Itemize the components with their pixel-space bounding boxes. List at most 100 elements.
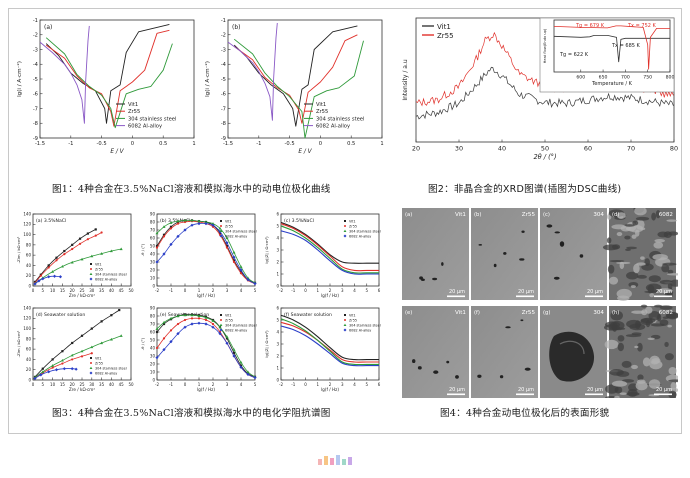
y-tick-label: -7 (33, 106, 38, 112)
corrosion-texture (631, 364, 638, 370)
y-tick-label: 5 (276, 223, 279, 228)
data-point (239, 270, 243, 273)
data-point (176, 234, 180, 238)
corrosion-texture (664, 353, 674, 361)
data-point (197, 321, 201, 325)
y-tick-label: 2 (276, 353, 279, 358)
x-axis-label: Zre / kΩ·cm² (69, 293, 95, 298)
pit-spot (520, 319, 524, 322)
data-point (55, 256, 58, 259)
sem-alloy-label: Zr55 (522, 212, 536, 218)
data-point (90, 352, 93, 355)
corrosion-texture (649, 293, 655, 298)
corrosion-texture (626, 319, 642, 329)
fit-line (280, 221, 379, 264)
fit-line (280, 223, 379, 272)
data-point (80, 334, 84, 337)
x-axis-label: Zre / kΩ·cm² (69, 387, 95, 392)
corrosion-texture (612, 244, 621, 250)
corrosion-texture (653, 241, 664, 249)
corrosion-texture (625, 248, 631, 251)
decor-bar (342, 459, 346, 465)
x-tick-label: 80 (670, 144, 678, 152)
legend-marker (343, 234, 347, 238)
x-tick-label: -1 (256, 141, 261, 147)
x-tick-label: 3 (226, 382, 229, 387)
x-tick-label: 60 (584, 144, 592, 152)
data-point (63, 253, 66, 256)
sem-tag: (a) (405, 212, 412, 218)
corrosion-texture (610, 310, 623, 321)
corrosion-texture (642, 357, 651, 367)
sem-scale-label: 20 μm (656, 387, 672, 393)
data-point (70, 260, 74, 264)
x-tick-label: 0 (32, 288, 35, 293)
data-point (63, 249, 66, 253)
data-point (78, 237, 82, 240)
corrosion-texture (645, 306, 653, 314)
series-line (233, 38, 364, 139)
data-point (183, 218, 187, 222)
data-point (225, 244, 229, 248)
corrosion-texture (608, 276, 619, 285)
data-point (183, 228, 187, 232)
y-tick-label: 0 (152, 377, 155, 382)
pit-rim (559, 340, 585, 355)
fig3-panel-a: 0 5 10 15 20 25 30 35 40 45 50020406080100120140(a… (16, 211, 134, 298)
data-point (41, 370, 45, 373)
corrosion-texture (610, 320, 625, 331)
data-point (232, 259, 236, 262)
x-tick-label: 30 (455, 144, 463, 152)
data-point (162, 322, 166, 326)
y-tick-label: 140 (23, 211, 31, 216)
data-point (204, 322, 208, 326)
y-tick-label: -9 (33, 136, 38, 142)
y-tick-label: 80 (26, 336, 32, 341)
legend-entry: Zr55 (349, 225, 357, 229)
legend-entry: Zr55 (225, 225, 233, 229)
y-tick-label: 4 (276, 235, 279, 240)
data-point (190, 313, 194, 317)
corrosion-texture (664, 341, 669, 348)
x-axis-label: lg(f / Hz) (197, 387, 215, 392)
corrosion-texture (657, 288, 673, 294)
corrosion-texture (636, 262, 646, 266)
data-point (197, 317, 201, 320)
sem-image: (f) Zr55 20 μm (471, 306, 538, 398)
corrosion-texture (633, 263, 640, 274)
legend-entry: Vit1 (95, 357, 102, 361)
corrosion-texture (605, 384, 619, 394)
data-point (190, 322, 194, 326)
data-point (246, 370, 250, 374)
sem-alloy-label: 6082 (659, 212, 673, 218)
sem-background (540, 208, 607, 300)
corrosion-texture (628, 224, 644, 233)
x-tick-label: 25 (79, 288, 85, 293)
pit-spot (433, 370, 439, 374)
x-axis-label: 2θ / (°) (533, 153, 556, 161)
corrosion-texture (661, 263, 670, 273)
series-line (233, 25, 358, 127)
corrosion-texture (659, 279, 673, 285)
corrosion-texture (617, 342, 624, 352)
legend-marker (220, 220, 222, 222)
fig4-caption: 图4：4种合金动电位极化后的表面形貌 (440, 408, 610, 419)
x-tick-label: 0 (32, 382, 35, 387)
sem-scale-bar (654, 393, 672, 396)
pit-spot (446, 360, 450, 364)
x-tick-label: 0 (131, 141, 134, 147)
data-point (232, 354, 236, 358)
y-tick-label: 5 (276, 317, 279, 322)
pit-spot (412, 359, 416, 364)
series-line (553, 25, 670, 70)
y-tick-label: 50 (150, 243, 156, 248)
data-point (197, 314, 201, 318)
legend-entry: 6082 Al-alloy (95, 372, 117, 376)
legend-entry: 304 stainless steel (225, 230, 257, 234)
sem-image: (a) Vit1 20 μm (402, 208, 469, 300)
legend-entry: Zr55 (225, 319, 233, 323)
data-point (239, 265, 243, 268)
data-point (71, 243, 74, 246)
sem-scale-bar (654, 295, 672, 298)
fit-line (280, 230, 379, 275)
